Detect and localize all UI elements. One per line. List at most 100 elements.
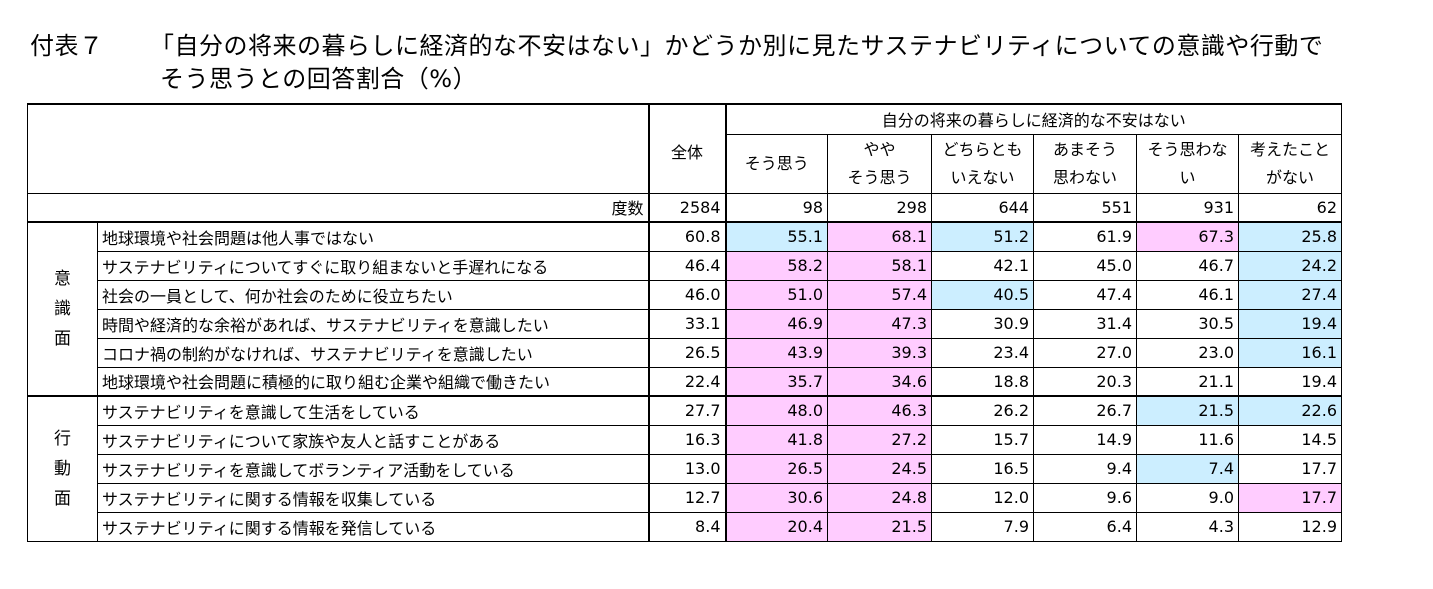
row-item: 地球環境や社会問題に積極的に取り組む企業や組織で働きたい	[97, 366, 649, 397]
title-label: 付表７	[30, 32, 104, 60]
row-value: 48.0	[724, 395, 828, 426]
title-line-1: 付表７ 「自分の将来の暮らしに経済的な不安はない」かどうか別に見たサステナビリティ…	[30, 30, 1323, 63]
row-value: 47.3	[827, 308, 932, 339]
row-total: 16.3	[647, 424, 726, 455]
header-row-columns: そう思う やや そう思う どちらとも いえない あまそう 思わない そう思わない考えたこと がな…	[28, 133, 1342, 194]
row-item: サステナビリティを意識して生活をしている	[97, 395, 649, 426]
row-value: 68.1	[827, 221, 932, 252]
header-total: 全体	[647, 103, 726, 194]
header-col-label: どちらとも いえない	[933, 136, 1033, 192]
row-value: 35.7	[724, 366, 828, 397]
row-value: 51.2	[931, 221, 1034, 252]
row-value: 26.2	[931, 395, 1034, 426]
header-col-line-1: あまそう	[1052, 139, 1117, 159]
title-text-1: 「自分の将来の暮らしに経済的な不安はない」かどうか別に見たサステナビリティについ…	[150, 32, 1324, 60]
row-value: 58.1	[827, 250, 932, 281]
row-value: 26.5	[724, 453, 828, 484]
table-row: 時間や経済的な余裕があれば、サステナビリティを意識したい 33.1 46.9 47.3…	[28, 308, 1342, 339]
row-item: コロナ禍の制約がなければ、サステナビリティを意識したい	[97, 337, 649, 368]
section-label: 行動面	[27, 395, 98, 542]
header-col-line-1: やや	[863, 139, 896, 159]
row-total: 46.4	[647, 250, 726, 281]
header-col-label: そう思わない	[1138, 136, 1238, 192]
row-value: 30.5	[1136, 308, 1239, 339]
row-value: 19.4	[1238, 308, 1342, 339]
section-label: 意識面	[27, 221, 98, 397]
header-group: 自分の将来の暮らしに経済的な不安はない	[724, 103, 1342, 135]
row-value: 9.0	[1136, 482, 1239, 513]
row-item: 時間や経済的な余裕があれば、サステナビリティを意識したい	[97, 308, 649, 339]
row-value: 34.6	[827, 366, 932, 397]
row-value: 41.8	[724, 424, 828, 455]
section-label-char: 意	[54, 269, 71, 289]
table-row: 意識面地球環境や社会問題は他人事ではない 60.8 55.1 68.1 51.2 61.9…	[27, 221, 1342, 397]
row-item: 地球環境や社会問題は他人事ではない	[97, 221, 649, 252]
row-total: 33.1	[647, 308, 726, 339]
section-label-char: 識	[54, 299, 71, 319]
header-col-line-2: 思わない	[1052, 167, 1117, 187]
row-value: 23.4	[931, 337, 1034, 368]
row-value: 11.6	[1136, 424, 1239, 455]
row-value: 24.8	[827, 482, 932, 513]
row-total: 60.8	[647, 221, 726, 252]
row-item: サステナビリティに関する情報を収集している	[97, 482, 649, 513]
header-row-group: 全体 自分の将来の暮らしに経済的な不安はない	[27, 103, 1342, 194]
header-col-5: 考えたこと がない	[1238, 133, 1342, 194]
header-col-2: どちらとも いえない	[931, 133, 1034, 194]
header-col-line-2: いえない	[950, 167, 1015, 187]
row-value: 18.8	[931, 366, 1034, 397]
row-value: 42.1	[931, 250, 1034, 281]
row-value: 46.1	[1136, 279, 1239, 310]
row-value: 21.5	[1136, 395, 1239, 426]
table-row: コロナ禍の制約がなければ、サステナビリティを意識したい 26.5 43.9 39.3 2…	[28, 337, 1342, 368]
row-value: 58.2	[724, 250, 828, 281]
row-value: 25.8	[1238, 221, 1342, 252]
row-value: 55.1	[724, 221, 828, 252]
row-value: 30.9	[931, 308, 1034, 339]
row-value: 51.0	[724, 279, 828, 310]
row-value: 9.6	[1033, 482, 1137, 513]
table-row: サステナビリティに関する情報を収集している 12.7 30.6 24.8 12.0 9.6…	[28, 482, 1342, 513]
row-value: 15.7	[931, 424, 1034, 455]
row-value: 12.9	[1238, 511, 1342, 542]
header-col-0: そう思う	[724, 133, 828, 194]
row-value: 9.4	[1033, 453, 1137, 484]
row-value: 23.0	[1136, 337, 1239, 368]
count-value: 644	[931, 192, 1034, 223]
row-value: 14.5	[1238, 424, 1342, 455]
row-value: 14.9	[1033, 424, 1137, 455]
row-item: 社会の一員として、何か社会のために役立ちたい	[97, 279, 649, 310]
header-col-4: そう思わない	[1136, 133, 1239, 194]
table-row: サステナビリティについてすぐに取り組まないと手遅れになる 46.4 58.2 58.1…	[28, 250, 1342, 281]
row-value: 27.2	[827, 424, 932, 455]
row-value: 7.4	[1136, 453, 1239, 484]
header-blank	[27, 103, 649, 194]
count-value: 551	[1033, 192, 1137, 223]
header-col-line-2: い	[1179, 167, 1196, 187]
row-value: 43.9	[724, 337, 828, 368]
header-col-label: 考えたこと がない	[1240, 136, 1341, 192]
row-value: 16.5	[931, 453, 1034, 484]
row-value: 27.0	[1033, 337, 1137, 368]
title-line-2: そう思うとの回答割合（%）	[160, 65, 478, 93]
header-col-3: あまそう 思わない	[1033, 133, 1137, 194]
row-total: 46.0	[647, 279, 726, 310]
row-value: 31.4	[1033, 308, 1137, 339]
header-col-1: やや そう思う	[827, 133, 932, 194]
row-value: 17.7	[1238, 453, 1342, 484]
count-label: 度数	[27, 192, 649, 223]
count-value: 62	[1238, 192, 1342, 223]
row-value: 46.9	[724, 308, 828, 339]
count-row: 度数 2584 98 298 644 551 931 62	[27, 192, 1342, 223]
row-total: 22.4	[647, 366, 726, 397]
row-item: サステナビリティに関する情報を発信している	[97, 511, 649, 542]
count-value: 298	[827, 192, 932, 223]
table-row: 行動面サステナビリティを意識して生活をしている 27.7 48.0 46.3 26.2 2…	[27, 395, 1342, 542]
row-value: 6.4	[1033, 511, 1137, 542]
section-label-char: 行	[54, 428, 71, 449]
row-value: 57.4	[827, 279, 932, 310]
row-value: 26.7	[1033, 395, 1137, 426]
header-col-line-1: どちらとも	[942, 139, 1023, 159]
row-value: 67.3	[1136, 221, 1239, 252]
table-row: 社会の一員として、何か社会のために役立ちたい 46.0 51.0 57.4 40.5 47…	[28, 279, 1342, 310]
